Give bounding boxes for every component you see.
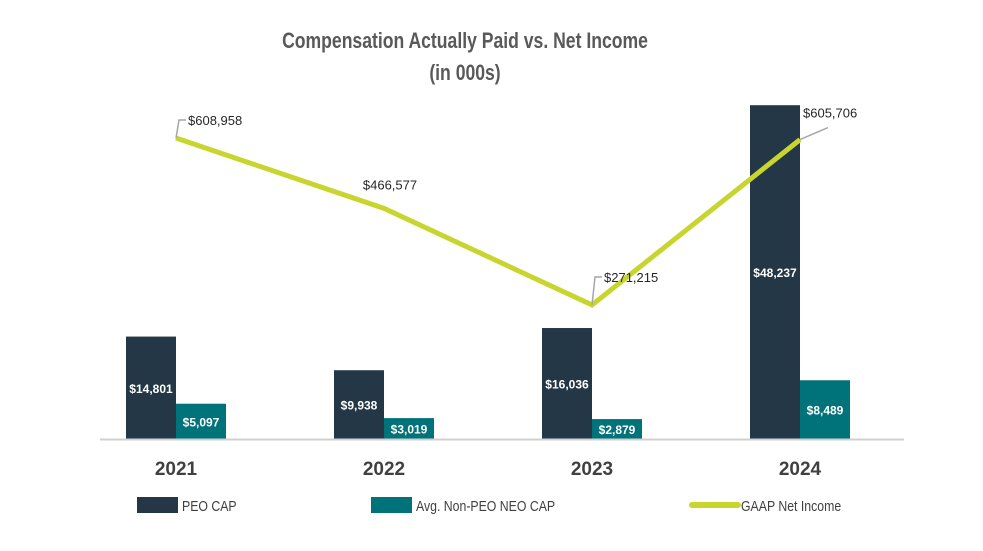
line-label: $466,577 [363,177,417,192]
bar-label: $9,938 [341,399,378,413]
bar-peo-cap-2021 [126,336,176,439]
bar-peo-cap-2022 [334,370,384,439]
line-label: $605,706 [803,106,857,121]
net-income-line [175,135,802,308]
bar-label: $5,097 [183,415,220,429]
bar-label: $2,879 [599,423,636,437]
chart-subtitle: (in 000s) [429,61,500,85]
data-label-leader [799,126,829,141]
category-label: 2022 [363,459,405,480]
legend-label: GAAP Net Income [741,498,842,514]
category-label: 2023 [571,459,613,480]
legend-label: PEO CAP [182,498,237,514]
legend-swatch [137,497,178,513]
category-label: 2024 [779,459,822,480]
category-label: 2021 [155,459,198,480]
bar-avg-non-peo-neo-cap-2024 [800,380,850,439]
data-label-leader [175,119,186,139]
legend-swatch [371,497,412,513]
bar-label: $16,036 [545,378,589,392]
bar-label: $8,489 [807,404,844,418]
line-label: $608,958 [188,113,242,128]
bar-label: $48,237 [753,266,797,280]
bar-label: $3,019 [391,423,428,437]
bar-avg-non-peo-neo-cap-2021 [176,403,226,439]
data-label-leader [591,276,602,306]
legend-label: Avg. Non-PEO NEO CAP [416,498,555,514]
line-label: $271,215 [604,270,658,285]
bar-avg-non-peo-neo-cap-2023 [592,419,642,439]
bar-peo-cap-2023 [542,328,592,439]
bar-avg-non-peo-neo-cap-2022 [384,418,434,439]
chart-title: Compensation Actually Paid vs. Net Incom… [282,29,648,53]
bar-label: $14,801 [129,382,173,396]
